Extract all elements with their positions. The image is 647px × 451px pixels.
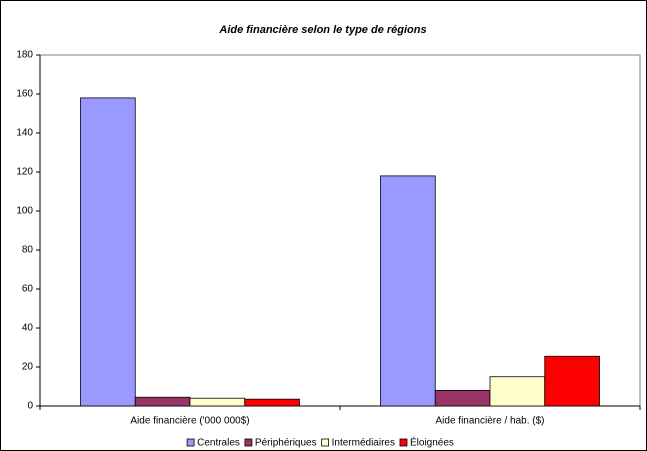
y-tick-label: 60	[22, 284, 34, 295]
legend-label: Intermédiaires	[332, 438, 395, 449]
y-tick-label: 100	[16, 206, 33, 217]
bar	[544, 355, 600, 407]
y-tick-label: 40	[22, 323, 34, 334]
legend-label: Centrales	[197, 438, 240, 449]
bar	[244, 398, 300, 407]
legend-swatch	[399, 438, 408, 447]
legend-swatch	[244, 438, 253, 447]
bar	[189, 397, 246, 407]
bar	[434, 389, 491, 407]
y-tick-label: 140	[16, 128, 33, 139]
chart-title: Aide financière selon le type de régions	[218, 24, 426, 36]
bar	[134, 396, 191, 407]
legend-swatch	[186, 438, 195, 447]
x-tick-label: Aide financière / hab. ($)	[436, 416, 545, 427]
x-tick-label: Aide financière ('000 000$)	[130, 416, 249, 427]
bar	[80, 97, 136, 407]
y-tick-label: 120	[16, 167, 33, 178]
legend-label: Périphériques	[255, 438, 317, 449]
y-tick-label: 80	[22, 245, 34, 256]
bar	[489, 376, 546, 407]
legend-swatch	[321, 438, 330, 447]
bar	[380, 175, 436, 407]
y-tick-label: 180	[16, 50, 33, 61]
y-tick-label: 20	[22, 362, 34, 373]
legend-label: Éloignées	[410, 436, 454, 449]
y-tick-label: 0	[27, 401, 33, 412]
y-tick-label: 160	[16, 89, 33, 100]
